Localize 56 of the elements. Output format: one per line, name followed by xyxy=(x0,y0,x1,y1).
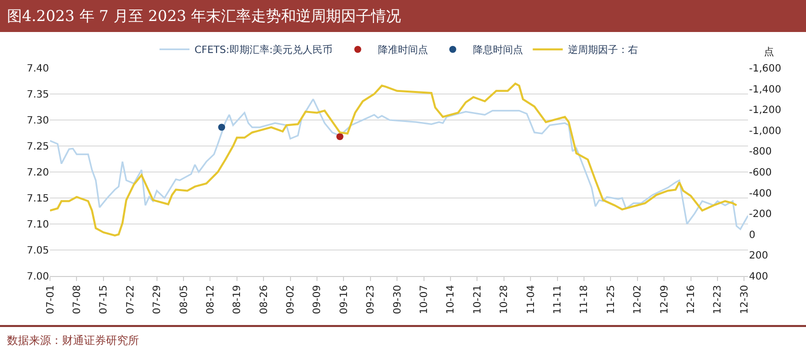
x-tick-label: 12-09 xyxy=(659,285,670,314)
y2-tick-label: -1,000 xyxy=(749,126,782,137)
x-tick-label: 08-19 xyxy=(232,285,244,314)
x-tick-label: 08-26 xyxy=(258,285,270,314)
line-series xyxy=(50,82,738,236)
legend-label: 降准时间点 xyxy=(378,44,428,56)
x-tick-label: 10-14 xyxy=(446,285,457,314)
y2-axis-title: 点 xyxy=(764,46,774,58)
x-tick-label: 08-05 xyxy=(178,285,190,314)
y2-tick-label: 0 xyxy=(749,230,756,241)
x-tick-label: 07-01 xyxy=(45,285,56,314)
y2-tick-label: -200 xyxy=(749,209,772,220)
x-tick-label: 07-15 xyxy=(98,285,110,314)
y2-tick-label: -400 xyxy=(749,188,772,200)
legend-label: 降息时间点 xyxy=(472,44,523,56)
x-tick-label: 12-30 xyxy=(739,285,750,314)
y-tick-label: 7.20 xyxy=(26,168,49,178)
x-tick-label: 12-16 xyxy=(686,285,698,314)
y-tick-label: 7.25 xyxy=(26,142,49,152)
y2-tick-label: -1,600 xyxy=(749,64,782,74)
y2-tick-label: -1,400 xyxy=(749,84,782,96)
x-tick-label: 09-23 xyxy=(366,285,377,314)
x-tick-label: 09-16 xyxy=(338,285,350,314)
legend-label: CFETS:即期汇率:美元兑人民币 xyxy=(194,44,333,56)
legend-label: 逆周期因子：右 xyxy=(568,44,638,56)
x-tick-label: 10-21 xyxy=(472,285,484,314)
x-tick-label: 11-18 xyxy=(579,285,590,314)
x-tick-label: 07-08 xyxy=(72,285,83,314)
x-tick-label: 11-25 xyxy=(606,285,617,314)
y-tick-label: 7.30 xyxy=(26,116,49,126)
y-tick-label: 7.35 xyxy=(26,90,49,100)
y2-tick-label: 200 xyxy=(749,250,768,262)
x-tick-label: 12-23 xyxy=(712,285,724,314)
x-tick-label: 07-29 xyxy=(152,285,164,314)
y2-tick-label: 400 xyxy=(749,272,768,282)
x-tick-label: 11-04 xyxy=(526,285,537,314)
x-tick-label: 09-09 xyxy=(312,285,324,314)
y-tick-label: 7.10 xyxy=(26,220,49,230)
x-tick-label: 07-22 xyxy=(125,285,136,314)
y-tick-label: 7.00 xyxy=(26,272,49,282)
x-tick-label: 09-30 xyxy=(392,285,404,314)
y-tick-label: 7.40 xyxy=(26,64,49,74)
x-tick-label: 08-12 xyxy=(205,285,216,314)
y2-tick-label: -1,200 xyxy=(749,105,782,116)
x-tick-label: 09-02 xyxy=(286,285,297,314)
line-series xyxy=(50,98,748,230)
source-note: 数据来源：财通证券研究所 xyxy=(7,334,139,346)
y-tick-label: 7.05 xyxy=(26,246,49,256)
x-tick-label: 10-07 xyxy=(419,285,430,314)
chart-title: 图4.2023 年 7 月至 2023 年末汇率走势和逆周期因子情况 xyxy=(7,7,402,25)
y2-tick-label: -800 xyxy=(749,146,772,158)
x-tick-label: 10-28 xyxy=(499,285,510,314)
x-tick-label: 11-11 xyxy=(552,285,564,314)
y-tick-label: 7.15 xyxy=(26,194,49,204)
x-tick-label: 12-02 xyxy=(632,285,644,314)
y2-tick-label: -600 xyxy=(749,168,772,178)
